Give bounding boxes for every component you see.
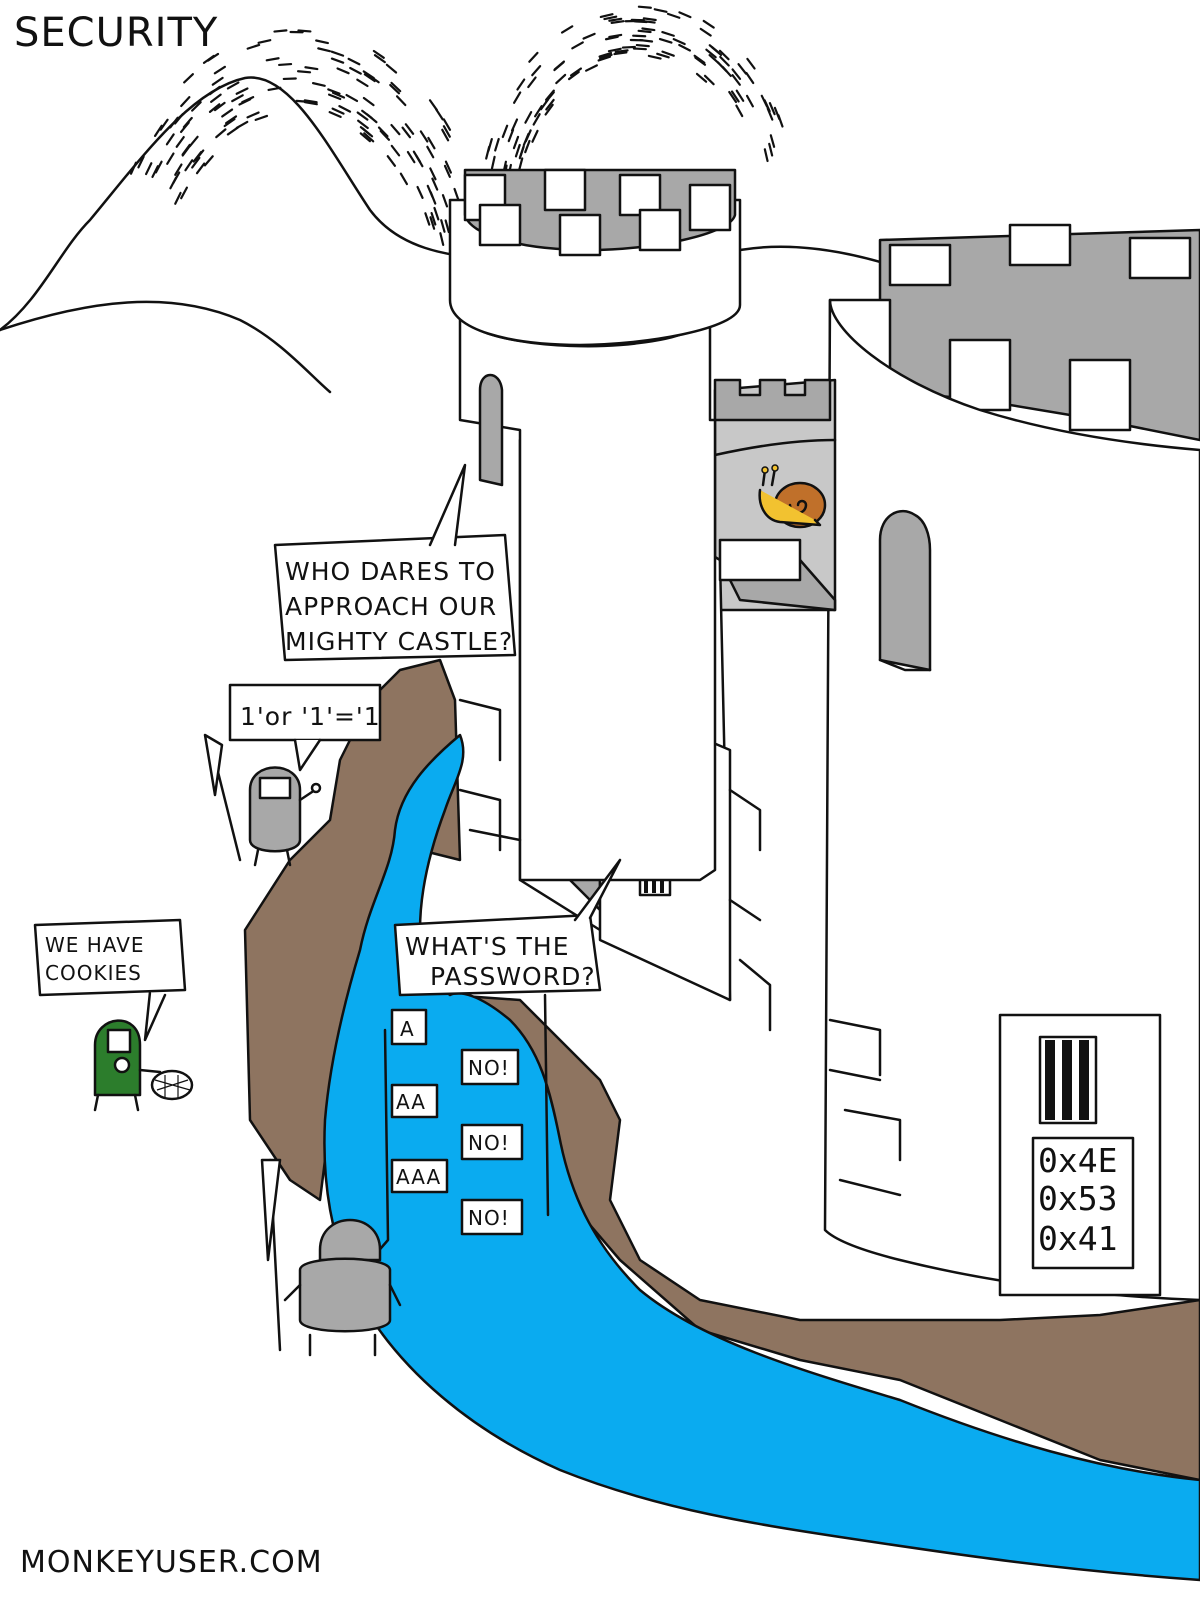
cookies-line-2: COOKIES (45, 961, 142, 985)
castle-keep (825, 225, 1200, 1300)
door-code-1: 0x4E (1038, 1141, 1117, 1180)
left-tower (450, 170, 740, 880)
tower-line-3: MIGHTY CASTLE? (285, 627, 513, 656)
tower-line-1: WHO DARES TO (285, 557, 496, 586)
rejection-3: NO! (468, 1206, 510, 1230)
tower-line-2: APPROACH OUR (285, 592, 497, 621)
attempt-2: AA (396, 1090, 426, 1114)
door-code-3: 0x41 (1038, 1219, 1117, 1258)
rejection-2: NO! (468, 1131, 510, 1155)
speech-bubble-tower: WHO DARES TO APPROACH OUR MIGHTY CASTLE? (275, 465, 515, 660)
attempt-1: A (400, 1017, 415, 1041)
door-code-2: 0x53 (1038, 1179, 1117, 1218)
comic-title: SECURITY (14, 10, 218, 56)
green-knight (95, 1021, 192, 1110)
attempt-3: AAA (396, 1165, 441, 1189)
gate-line-1: WHAT'S THE (405, 932, 570, 961)
rejection-1: NO! (468, 1056, 510, 1080)
site-credit: MONKEYUSER.COM (20, 1545, 323, 1580)
cookies-line-1: WE HAVE (45, 933, 145, 957)
gate-line-2: PASSWORD? (430, 962, 596, 991)
sql-injection-text: 1'or '1'='1 (240, 702, 381, 731)
